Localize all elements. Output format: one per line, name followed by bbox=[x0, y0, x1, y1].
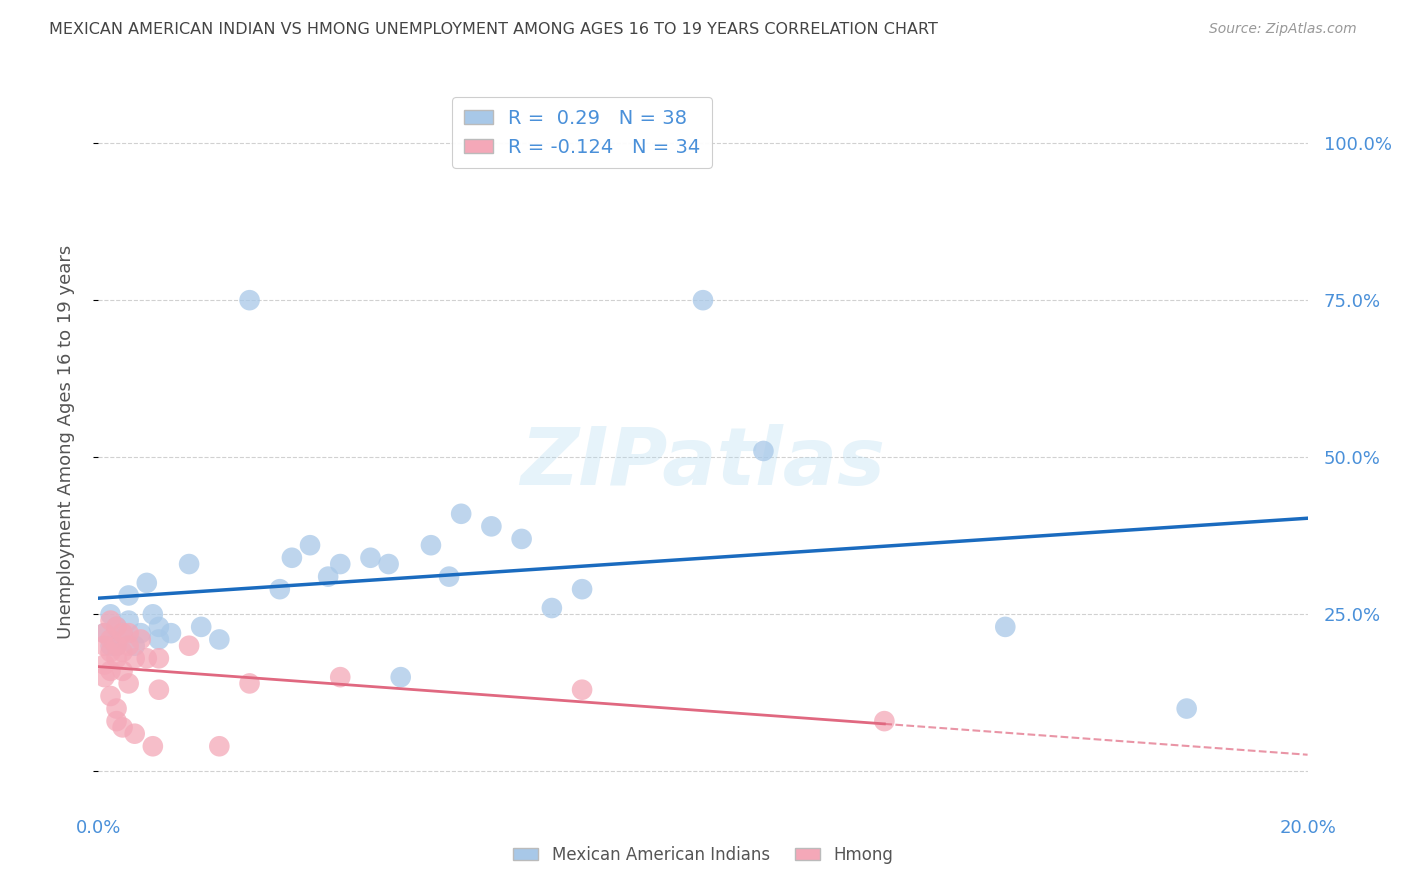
Point bbox=[377, 557, 399, 571]
Point bbox=[148, 682, 170, 697]
Point bbox=[129, 626, 152, 640]
Point bbox=[105, 639, 128, 653]
Point bbox=[118, 639, 141, 653]
Point bbox=[118, 676, 141, 690]
Point bbox=[100, 632, 122, 647]
Point bbox=[93, 657, 115, 672]
Point bbox=[118, 614, 141, 628]
Point bbox=[93, 639, 115, 653]
Point bbox=[208, 632, 231, 647]
Point bbox=[360, 550, 382, 565]
Point bbox=[111, 664, 134, 678]
Point bbox=[329, 670, 352, 684]
Point bbox=[135, 651, 157, 665]
Legend: R =  0.29   N = 38, R = -0.124   N = 34: R = 0.29 N = 38, R = -0.124 N = 34 bbox=[451, 97, 713, 169]
Point bbox=[540, 601, 562, 615]
Point bbox=[510, 532, 533, 546]
Point bbox=[124, 639, 146, 653]
Point bbox=[111, 645, 134, 659]
Point bbox=[105, 620, 128, 634]
Point bbox=[100, 689, 122, 703]
Point bbox=[994, 620, 1017, 634]
Point bbox=[148, 620, 170, 634]
Point bbox=[111, 626, 134, 640]
Text: Source: ZipAtlas.com: Source: ZipAtlas.com bbox=[1209, 22, 1357, 37]
Point bbox=[190, 620, 212, 634]
Legend: Mexican American Indians, Hmong: Mexican American Indians, Hmong bbox=[506, 839, 900, 871]
Point bbox=[124, 651, 146, 665]
Point bbox=[93, 626, 115, 640]
Point bbox=[142, 607, 165, 622]
Point bbox=[752, 444, 775, 458]
Point bbox=[100, 614, 122, 628]
Point bbox=[105, 639, 128, 653]
Point bbox=[692, 293, 714, 308]
Point bbox=[100, 607, 122, 622]
Point bbox=[148, 651, 170, 665]
Point bbox=[420, 538, 443, 552]
Point bbox=[873, 714, 896, 728]
Point bbox=[111, 720, 134, 734]
Point bbox=[239, 293, 262, 308]
Point bbox=[142, 739, 165, 754]
Point bbox=[100, 639, 122, 653]
Point bbox=[135, 575, 157, 590]
Y-axis label: Unemployment Among Ages 16 to 19 years: Unemployment Among Ages 16 to 19 years bbox=[56, 244, 75, 639]
Point bbox=[450, 507, 472, 521]
Point bbox=[105, 701, 128, 715]
Point bbox=[129, 632, 152, 647]
Text: MEXICAN AMERICAN INDIAN VS HMONG UNEMPLOYMENT AMONG AGES 16 TO 19 YEARS CORRELAT: MEXICAN AMERICAN INDIAN VS HMONG UNEMPLO… bbox=[49, 22, 938, 37]
Point bbox=[329, 557, 352, 571]
Point bbox=[160, 626, 183, 640]
Point bbox=[281, 550, 304, 565]
Point bbox=[1175, 701, 1198, 715]
Point bbox=[269, 582, 291, 597]
Point bbox=[481, 519, 503, 533]
Point bbox=[571, 582, 593, 597]
Point bbox=[208, 739, 231, 754]
Point bbox=[571, 682, 593, 697]
Point bbox=[100, 645, 122, 659]
Point bbox=[389, 670, 412, 684]
Point bbox=[93, 670, 115, 684]
Point bbox=[437, 569, 460, 583]
Point bbox=[111, 626, 134, 640]
Point bbox=[100, 664, 122, 678]
Point bbox=[124, 727, 146, 741]
Point bbox=[148, 632, 170, 647]
Point bbox=[105, 651, 128, 665]
Point bbox=[316, 569, 339, 583]
Point bbox=[105, 714, 128, 728]
Point bbox=[93, 626, 115, 640]
Point bbox=[118, 626, 141, 640]
Point bbox=[118, 589, 141, 603]
Point bbox=[299, 538, 322, 552]
Point bbox=[179, 639, 201, 653]
Point bbox=[179, 557, 201, 571]
Point bbox=[239, 676, 262, 690]
Text: ZIPatlas: ZIPatlas bbox=[520, 425, 886, 502]
Point bbox=[105, 620, 128, 634]
